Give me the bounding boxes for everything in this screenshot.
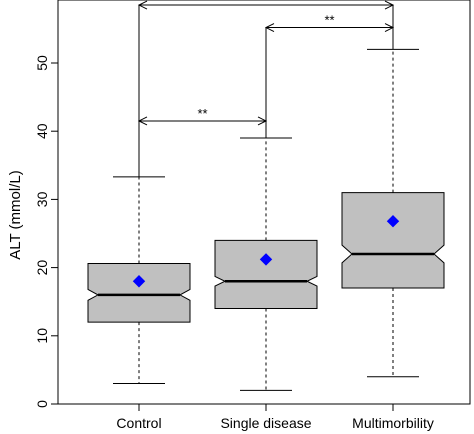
y-tick-label: 10 xyxy=(34,328,50,344)
y-axis: 0 10 20 30 40 50 xyxy=(34,55,58,408)
x-axis: Control Single disease Multimorbility xyxy=(116,404,434,431)
significance-label: ** xyxy=(324,13,334,28)
y-tick-label: 20 xyxy=(34,260,50,276)
notched-box xyxy=(214,239,318,310)
boxes-layer xyxy=(87,48,445,391)
y-tick-label: 30 xyxy=(34,191,50,207)
significance-annotations: ** ** ** xyxy=(137,0,395,177)
x-tick-label: Control xyxy=(116,415,161,431)
mean-marker xyxy=(259,253,273,266)
notched-box xyxy=(87,263,191,323)
significance-label: ** xyxy=(197,106,207,121)
y-axis-label: ALT (mmol/L) xyxy=(7,170,24,259)
x-tick-label: Single disease xyxy=(220,415,311,431)
y-tick-label: 40 xyxy=(34,123,50,139)
plot-frame xyxy=(57,0,471,405)
box-control xyxy=(87,176,191,385)
significance-bracket: ** xyxy=(137,0,395,10)
plot-border xyxy=(57,0,471,405)
significance-label: ** xyxy=(261,0,271,5)
significance-bracket: ** xyxy=(137,106,268,126)
box-single-disease xyxy=(214,137,318,391)
x-tick-label: Multimorbility xyxy=(352,415,434,431)
significance-bracket: ** xyxy=(264,13,395,32)
y-tick-label: 50 xyxy=(34,55,50,71)
mean-marker xyxy=(386,215,400,228)
mean-marker xyxy=(132,275,146,288)
box-multimorbility xyxy=(341,48,445,378)
y-tick-label: 0 xyxy=(34,400,50,408)
notched-box xyxy=(341,192,445,289)
